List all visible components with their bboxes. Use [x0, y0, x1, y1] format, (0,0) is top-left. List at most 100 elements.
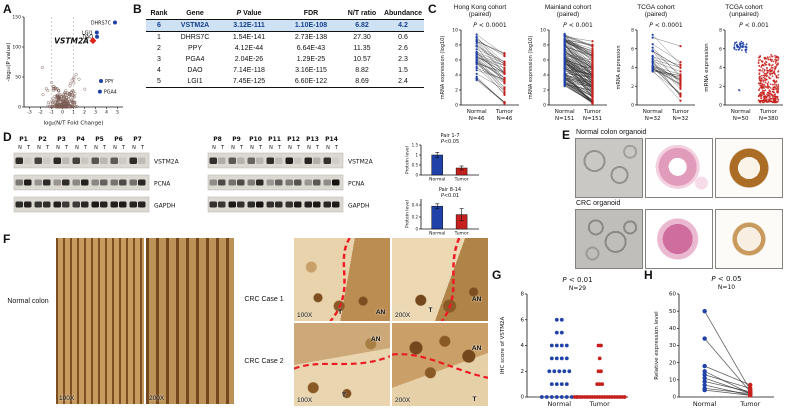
svg-text:N=46: N=46 [497, 116, 513, 122]
svg-text:1: 1 [415, 153, 418, 158]
panel-d-label: D [3, 130, 12, 144]
svg-text:P < 0.001: P < 0.001 [563, 22, 593, 29]
svg-text:6: 6 [455, 58, 458, 64]
svg-text:150: 150 [12, 15, 21, 21]
svg-text:N: N [231, 145, 235, 151]
svg-text:N: N [212, 145, 216, 151]
svg-text:Normal: Normal [429, 177, 445, 183]
svg-text:50: 50 [15, 75, 21, 81]
tumor-boundary-dashed-line [294, 355, 390, 370]
svg-text:Normal: Normal [731, 109, 751, 115]
svg-text:Normal: Normal [548, 400, 572, 408]
svg-text:0: 0 [415, 227, 418, 232]
svg-text:3: 3 [94, 110, 97, 116]
svg-text:N: N [18, 145, 22, 151]
svg-text:0.2: 0.2 [412, 215, 419, 220]
svg-text:2: 2 [83, 110, 86, 116]
cohort-chart-title: TCGA cohort (paired) [637, 4, 675, 19]
crc-case2-caption: CRC Case 2 [244, 358, 284, 365]
svg-text:log₂(N/T Fold Change): log₂(N/T Fold Change) [43, 121, 103, 127]
region-label-adjacent-normal: AN [371, 336, 381, 344]
tumor-boundary-dashed-line [392, 353, 488, 379]
svg-text:2: 2 [719, 84, 722, 90]
svg-text:4: 4 [455, 73, 458, 79]
svg-text:0.5: 0.5 [412, 163, 419, 168]
svg-text:-log₁₀(P value): -log₁₀(P value) [6, 42, 12, 81]
svg-text:2: 2 [455, 88, 458, 94]
svg-text:Tumor: Tumor [739, 400, 760, 408]
svg-text:N=10: N=10 [718, 284, 735, 291]
svg-text:Tumor: Tumor [454, 231, 469, 237]
svg-text:T: T [277, 145, 282, 151]
svg-text:mRNA expression: mRNA expression [616, 45, 622, 89]
svg-text:Normal: Normal [643, 109, 663, 115]
svg-text:Relative expression level: Relative expression level [654, 311, 660, 380]
magnification-label: 100X [59, 395, 75, 402]
svg-text:Tumor: Tumor [759, 109, 778, 115]
normal-organoid-brightfield-image [575, 138, 643, 198]
table-row-DHRS7C: 1 DHRS7C 1.54E-141 2.73E-138 27.30 0.6 [157, 34, 408, 41]
rank-table: Rank Gene P Value FDR N/T ratio Abundance 6 VS… [146, 8, 424, 88]
normal-organoid-caption: Normal colon organoid [576, 129, 647, 136]
svg-text:0.4: 0.4 [412, 203, 419, 208]
svg-text:50: 50 [669, 309, 676, 315]
svg-text:20: 20 [669, 360, 676, 366]
svg-text:P10: P10 [249, 136, 262, 143]
protein-level-bar-chart-pairs-1-7: Pair 1-7 P<0.05 0 0.5 1 1.5 Protein level Norma… [404, 132, 482, 189]
svg-text:10: 10 [540, 28, 546, 34]
region-label-tumor: T [428, 307, 433, 315]
svg-text:P8: P8 [213, 136, 222, 143]
svg-text:N=46: N=46 [469, 116, 485, 122]
svg-text:0: 0 [18, 105, 21, 111]
region-label-tumor: T [342, 391, 346, 399]
svg-text:N: N [56, 145, 60, 151]
panel-f-label: F [3, 232, 11, 246]
crc-organoid-caption: CRC organoid [576, 200, 621, 207]
cohort-chart-c1: Hong Kong cohort (paired) 0 2 4 6 8 10 mRNA expr… [436, 3, 524, 127]
svg-text:N=29: N=29 [569, 285, 586, 292]
svg-text:N: N [250, 145, 254, 151]
ihc-image-crc-case2-100x: AN T 100X [294, 323, 390, 406]
svg-text:Normal: Normal [555, 109, 575, 115]
normal-colon-caption: Normal colon [7, 298, 49, 305]
cohort-chart-plot: 0 2 4 6 8 mRNA expression P < 0.0001 Normal Tumo… [612, 20, 700, 127]
column-header-abundance: Abundance [382, 8, 424, 20]
svg-text:LGI1: LGI1 [82, 30, 93, 36]
column-header-fdr: FDR [280, 8, 342, 20]
svg-text:N: N [326, 145, 330, 151]
region-label-adjacent-normal: AN [471, 295, 482, 303]
svg-text:4: 4 [105, 110, 108, 116]
magnification-label: 200X [149, 395, 165, 402]
normal-organoid-he-stain-image [645, 138, 713, 198]
svg-text:8: 8 [455, 43, 458, 49]
ihc-image-crc-case1-200x: T AN 200X [392, 238, 488, 321]
svg-text:P14: P14 [325, 136, 338, 143]
table-row-DAO: 4 DAO 7.14E-118 3.16E-115 8.82 1.5 [157, 67, 408, 74]
panel-g-label: G [492, 268, 502, 282]
svg-text:-3: -3 [27, 110, 32, 116]
svg-text:100: 100 [12, 45, 21, 51]
svg-text:N=50: N=50 [733, 116, 749, 122]
panel-h-label: H [644, 268, 653, 282]
tumor-boundary-dashed-line [440, 238, 461, 321]
column-header-n-t-ratio: N/T ratio [342, 8, 382, 20]
svg-text:DHRS7C: DHRS7C [91, 20, 112, 26]
svg-text:8: 8 [719, 28, 722, 34]
cohort-charts: Hong Kong cohort (paired) 0 2 4 6 8 10 mRNA expr… [436, 3, 789, 127]
svg-text:T: T [121, 145, 126, 151]
svg-text:mRNA expression (log10): mRNA expression (log10) [528, 36, 534, 100]
svg-text:T: T [45, 145, 50, 151]
cohort-chart-c3: TCGA cohort (paired) 0 2 4 6 8 mRNA expression P… [612, 3, 700, 127]
svg-text:T: T [102, 145, 107, 151]
svg-text:mRNA expression (log10): mRNA expression (log10) [440, 36, 446, 100]
svg-text:2: 2 [631, 84, 634, 90]
svg-text:PCNA: PCNA [154, 181, 171, 188]
panel-e-label: E [562, 128, 571, 142]
svg-text:4: 4 [521, 343, 525, 349]
column-header-gene: Gene [172, 8, 218, 20]
region-label-tumor: T [338, 309, 343, 317]
volcano-plot: -3 -2 -1 0 1 2 3 4 5 0 50 100 150 log₂(N/T Fold Chang… [4, 12, 128, 127]
svg-text:VSTM2A: VSTM2A [54, 37, 89, 46]
svg-text:6: 6 [521, 317, 525, 323]
svg-text:4: 4 [543, 73, 546, 79]
